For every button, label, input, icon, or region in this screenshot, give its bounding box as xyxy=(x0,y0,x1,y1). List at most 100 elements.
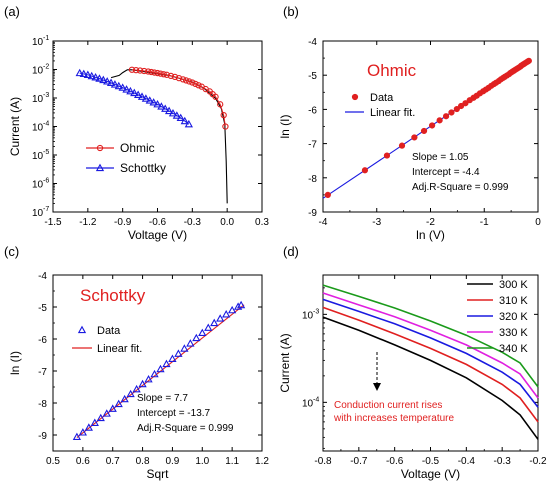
data-point xyxy=(324,191,331,198)
ohmic-data-point xyxy=(179,76,187,83)
legend-label: 320 K xyxy=(499,311,528,323)
schottky-data-point xyxy=(161,104,170,112)
y-tick-label: -8 xyxy=(308,174,317,185)
data-point xyxy=(150,369,159,378)
x-tick-label: -1.2 xyxy=(79,217,97,228)
data-point xyxy=(204,323,213,331)
data-point xyxy=(162,359,171,368)
x-axis-label: Voltage (V) xyxy=(128,228,187,242)
x-tick-label: 0 xyxy=(535,217,541,228)
data-point xyxy=(84,423,93,431)
panel-c: (c) 0.5 0.6 0.7 0.8 0.9 1.0 1.1 1.2 -9 -8 -7 -6 -5 -4 S… xyxy=(4,244,269,481)
data-point xyxy=(192,333,201,342)
y-tick-label: 10 xyxy=(32,208,44,219)
y-axis-label: Current (A) xyxy=(278,333,292,392)
data-point xyxy=(525,57,532,64)
legend-label: 300 K xyxy=(499,279,528,291)
legend-marker xyxy=(351,93,359,101)
data-point xyxy=(198,328,207,337)
ohmic-data-point xyxy=(148,68,155,76)
legend-marker xyxy=(95,163,105,172)
temperature-curve-4 xyxy=(322,284,539,388)
ohmic-data-point xyxy=(175,74,183,82)
data-point xyxy=(429,122,436,129)
temperature-curve-3 xyxy=(322,292,539,399)
data-point xyxy=(102,409,111,417)
ohmic-data-point xyxy=(217,101,224,108)
schottky-data-point xyxy=(95,74,104,82)
y-tick-exponent: -3 xyxy=(43,92,49,99)
data-point xyxy=(186,339,195,347)
schottky-data-point xyxy=(176,113,185,122)
schottky-data-point xyxy=(157,102,166,110)
legend-label: Data xyxy=(370,92,394,104)
y-tick-label: 10 xyxy=(302,310,314,321)
ohmic-series-line xyxy=(131,69,226,127)
y-tick-label: -4 xyxy=(308,37,317,48)
plot-frame xyxy=(52,274,263,452)
schottky-data-point xyxy=(83,70,92,78)
ohmic-data-point xyxy=(167,72,175,80)
schottky-data-point xyxy=(172,111,181,119)
ohmic-data-point xyxy=(195,82,202,89)
data-point xyxy=(462,100,469,107)
ohmic-data-point xyxy=(136,67,144,74)
ohmic-data-point xyxy=(132,66,140,74)
schottky-data-point xyxy=(134,90,143,98)
data-point xyxy=(144,374,153,383)
data-point xyxy=(398,142,406,149)
ohmic-data-point xyxy=(171,73,179,81)
ohmic-data-point xyxy=(212,93,219,100)
x-tick-label: -3 xyxy=(372,217,381,228)
y-tick-exponent: -1 xyxy=(43,35,49,42)
panel-a: (a)-1.5 -1.2 -0.9 -0.6 -0.3 0.0 0.310 -710 -610-… xyxy=(4,4,269,242)
x-tick-label: -4 xyxy=(319,217,328,228)
fit-annotation: Adj.R-Square = 0.999 xyxy=(137,423,234,434)
x-axis-label: ln (V) xyxy=(416,228,445,242)
y-tick-exponent: -4 xyxy=(43,121,49,128)
schottky-data-point xyxy=(184,119,193,128)
x-tick-label: -0.8 xyxy=(314,456,332,467)
data-point xyxy=(180,344,189,352)
data-point xyxy=(453,105,460,113)
schottky-data-point xyxy=(164,106,174,115)
x-tick-label: 0.6 xyxy=(76,456,90,467)
data-point xyxy=(442,113,450,120)
ohmic-data-point xyxy=(154,69,161,77)
x-tick-label: -1 xyxy=(480,217,489,228)
schottky-data-point xyxy=(106,78,116,86)
x-tick-label: -0.4 xyxy=(458,456,476,467)
schottky-data-point xyxy=(145,96,154,104)
y-tick-label: 10 xyxy=(302,398,314,409)
fit-annotation: Adj.R-Square = 0.999 xyxy=(412,182,509,193)
x-tick-label: -0.7 xyxy=(350,456,368,467)
ohmic-data-point xyxy=(160,71,167,78)
y-tick-label: -4 xyxy=(38,271,47,282)
x-tick-label: 1.1 xyxy=(225,456,239,467)
x-tick-label: 0.3 xyxy=(255,217,269,228)
x-tick-label: -0.5 xyxy=(422,456,440,467)
data-point xyxy=(361,167,369,174)
x-tick-label: 0.5 xyxy=(46,456,60,467)
data-point xyxy=(228,305,237,314)
panel-label: (c) xyxy=(4,244,19,259)
x-tick-label: 0.9 xyxy=(165,456,179,467)
ohmic-data-point xyxy=(151,69,158,76)
y-tick-label: 10 xyxy=(32,66,44,77)
y-tick-label: -6 xyxy=(38,335,47,346)
chart-title: Ohmic xyxy=(367,61,417,80)
panel-b: (b) -4 -3 -2 -1 0 -9 -8 -7 -6 -5 -4 ln (V) ln (I) Ohmi… xyxy=(278,4,541,242)
temperature-curve-1 xyxy=(322,306,539,423)
ohmic-data-point xyxy=(220,112,227,119)
panel-label: (d) xyxy=(283,244,299,259)
x-tick-label: -0.3 xyxy=(184,217,202,228)
schottky-data-point xyxy=(87,71,96,80)
y-tick-label: -8 xyxy=(38,399,47,410)
y-tick-label: 10 xyxy=(32,37,44,48)
legend-label: 340 K xyxy=(499,343,528,355)
schottky-data-point xyxy=(99,75,108,84)
y-tick-exponent: -7 xyxy=(43,206,49,213)
fit-annotation: Slope = 1.05 xyxy=(412,152,469,163)
fit-annotation: Intercept = -4.4 xyxy=(412,167,480,178)
